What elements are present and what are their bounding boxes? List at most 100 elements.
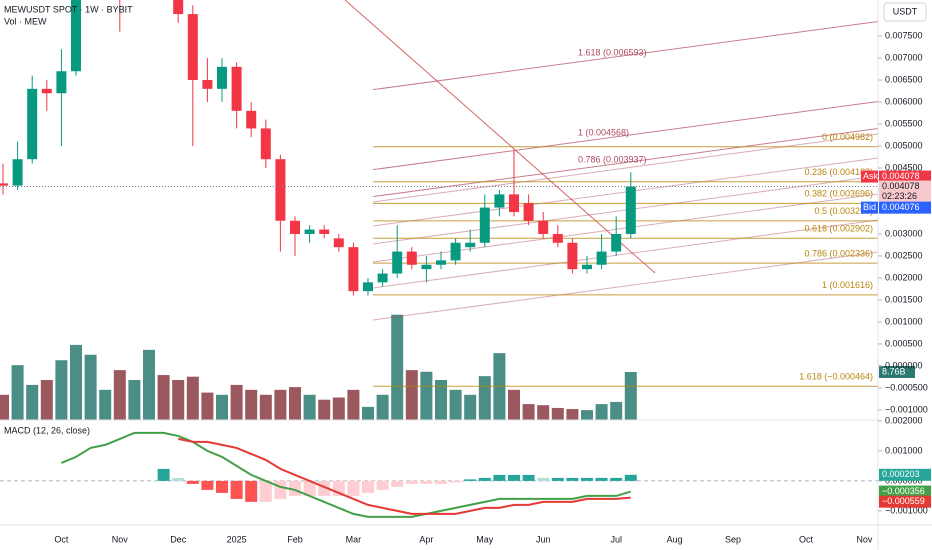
macd-title: MACD (12, 26, close)	[4, 425, 90, 435]
candle-body	[12, 159, 23, 186]
volume-bar	[113, 370, 126, 420]
macd-histogram-bar	[259, 480, 272, 502]
x-tick-label: Oct	[54, 534, 69, 544]
volume-bar	[11, 365, 24, 420]
candle-body	[41, 88, 52, 94]
trend-line	[344, 0, 656, 274]
candle-body	[27, 88, 38, 160]
macd-histogram-bar	[362, 480, 374, 493]
macd-line	[61, 431, 632, 518]
x-tick-label: Jul	[610, 534, 622, 544]
histogram-badge: 0.000203	[882, 469, 920, 479]
macd-histogram-bar	[245, 480, 258, 502]
macd-histogram-bar	[566, 477, 579, 481]
bid-tag-bg	[861, 201, 878, 214]
x-tick-label: Oct	[799, 534, 814, 544]
line-badge-bg	[879, 495, 931, 508]
fib-level-label: 1.618 (−0.000464)	[799, 372, 873, 382]
macd-histogram-bar	[230, 480, 243, 499]
candle-body	[494, 194, 505, 208]
macd-histogram-bar	[610, 477, 623, 481]
y-tick-label: 0.006500	[885, 74, 923, 84]
macd-histogram-bar	[537, 477, 550, 481]
volume-bar	[581, 410, 593, 420]
y-tick-label: 0.007000	[885, 52, 923, 62]
volume-bar	[508, 389, 520, 420]
fib-channel-label: 0.786 (0.003937)	[578, 154, 647, 164]
y-tick-label: 0.001000	[885, 445, 923, 455]
volume-bar	[230, 384, 243, 420]
volume-bar	[0, 394, 9, 420]
ask-tag-bg	[861, 170, 878, 183]
symbol-title: MEWUSDT SPOT · 1W · BYBIT	[4, 4, 133, 14]
candle-body	[217, 66, 227, 89]
candle-body	[348, 247, 359, 292]
fib-channel-line	[372, 100, 878, 171]
volume-bar	[595, 404, 608, 420]
volume-bar	[551, 407, 564, 420]
volume-bar	[624, 371, 637, 420]
line-badge: −0.000356	[882, 486, 925, 496]
volume-bar	[347, 389, 360, 420]
volume-bar	[172, 379, 185, 420]
fib-level-label: 0.382 (0.003696)	[804, 189, 873, 199]
volume-bar	[40, 379, 53, 420]
candle-body	[406, 251, 417, 265]
currency-button[interactable]	[883, 2, 927, 22]
x-tick-label: Feb	[287, 534, 303, 544]
candle-body	[0, 183, 8, 186]
volume-bar	[99, 389, 112, 420]
candle-body	[231, 66, 242, 111]
fib-channel-line	[372, 133, 878, 203]
candle-body	[421, 264, 432, 270]
line-badge: −0.000559	[882, 496, 925, 506]
fib-level-label: 0.236 (0.004188)	[804, 167, 873, 177]
fib-level-label: 0.786 (0.002336)	[804, 249, 873, 259]
candle-body	[260, 128, 271, 160]
bid-price: 0.004076	[882, 202, 920, 212]
volume-bar	[70, 344, 82, 420]
volume-bar	[55, 360, 68, 420]
y-tick-label: 0.000500	[885, 338, 923, 348]
volume-bar	[186, 376, 199, 420]
macd-histogram-bar	[201, 480, 214, 490]
y-tick-label: −0.000500	[885, 382, 928, 392]
x-tick-label: Apr	[419, 534, 433, 544]
fib-level-label: 1 (0.001616)	[822, 280, 873, 290]
volume-bar	[391, 314, 404, 420]
macd-histogram-bar	[551, 477, 564, 481]
plot-area: 1.618 (0.006593) 1 (0.004568) 0.786 (0.003…	[0, 0, 878, 518]
volume-bar	[245, 389, 258, 420]
volume-bar	[303, 394, 316, 420]
y-tick-label: 0.007500	[885, 30, 923, 40]
volume-bar	[259, 394, 272, 420]
fib-channel-line	[372, 20, 878, 91]
y-tick-label: 0.004500	[885, 162, 923, 172]
volume-bar	[537, 405, 550, 420]
candle-body	[538, 220, 549, 234]
countdown: 02:23:26	[882, 191, 917, 201]
volume-bar	[26, 384, 39, 420]
macd-histogram-bar	[624, 474, 637, 481]
x-tick-label: Sep	[725, 534, 741, 544]
candle-body	[173, 0, 184, 15]
candle-body	[246, 110, 257, 129]
fib-level-label: 0.5 (0.003299)	[814, 206, 873, 216]
volume-bar	[332, 397, 345, 420]
currency-label[interactable]: USDT	[893, 6, 918, 16]
volume-bar	[478, 376, 491, 420]
volume-bar	[449, 389, 462, 420]
candle-body	[304, 229, 315, 234]
macd-histogram-bar	[449, 480, 462, 483]
volume-bar	[362, 406, 374, 420]
x-tick-label: Nov	[856, 534, 873, 544]
y-tick-label: −0.001000	[885, 505, 928, 515]
axes: 8.76B 0.007500 0.007000 0.006500 0.006000 0.0…	[54, 30, 931, 544]
volume-bar	[610, 401, 623, 420]
y-tick-label: 0.000000	[885, 360, 923, 370]
x-tick-label: Dec	[170, 534, 187, 544]
fib-channel-label: 1 (0.004568)	[578, 127, 629, 137]
fib-channel-line	[372, 219, 878, 289]
candle-body	[290, 220, 300, 234]
